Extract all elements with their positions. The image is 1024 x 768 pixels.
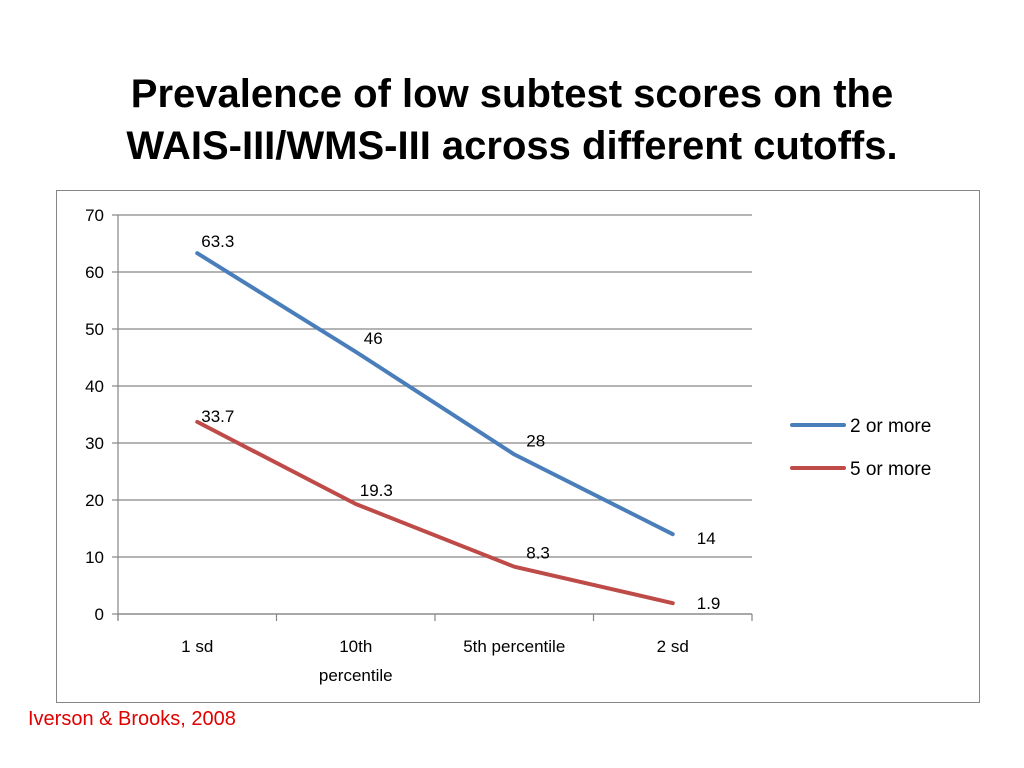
y-tick-label: 40 <box>85 377 104 396</box>
y-tick-label: 70 <box>85 206 104 225</box>
slide-title-line-2: WAIS-III/WMS-III across different cutoff… <box>126 124 898 168</box>
legend-label: 5 or more <box>850 459 931 480</box>
series-line-2 <box>195 419 675 606</box>
data-label: 8.3 <box>526 544 550 563</box>
y-tick-label: 10 <box>85 548 104 567</box>
y-tick-label: 20 <box>85 491 104 510</box>
data-label: 33.7 <box>201 407 234 426</box>
legend-label: 2 or more <box>850 416 931 437</box>
x-tick-label: 10th percentile <box>319 637 393 685</box>
y-tick-label: 0 <box>95 605 104 624</box>
slide-title: Prevalence of low subtest scores on the … <box>40 68 984 172</box>
citation: Iverson & Brooks, 2008 <box>28 708 236 730</box>
x-tick-label: 1 sd <box>181 637 213 656</box>
x-tick-label: 2 sd <box>657 637 689 656</box>
chart-frame <box>56 190 980 703</box>
data-label: 14 <box>697 529 716 548</box>
series-line-1 <box>195 251 675 537</box>
data-label: 63.3 <box>201 232 234 251</box>
data-label: 1.9 <box>697 594 721 613</box>
data-label: 46 <box>364 329 383 348</box>
slide-title-line-1: Prevalence of low subtest scores on the <box>130 72 894 116</box>
data-label: 19.3 <box>360 481 393 500</box>
y-tick-label: 60 <box>85 263 104 282</box>
data-label: 28 <box>526 431 545 450</box>
y-tick-label: 30 <box>85 434 104 453</box>
x-tick-label: 5th percentile <box>463 637 565 656</box>
line-chart: 0 10 20 30 40 50 60 70 1 sd 10th percentile 5th per… <box>85 206 931 685</box>
y-tick-label: 50 <box>85 320 104 339</box>
